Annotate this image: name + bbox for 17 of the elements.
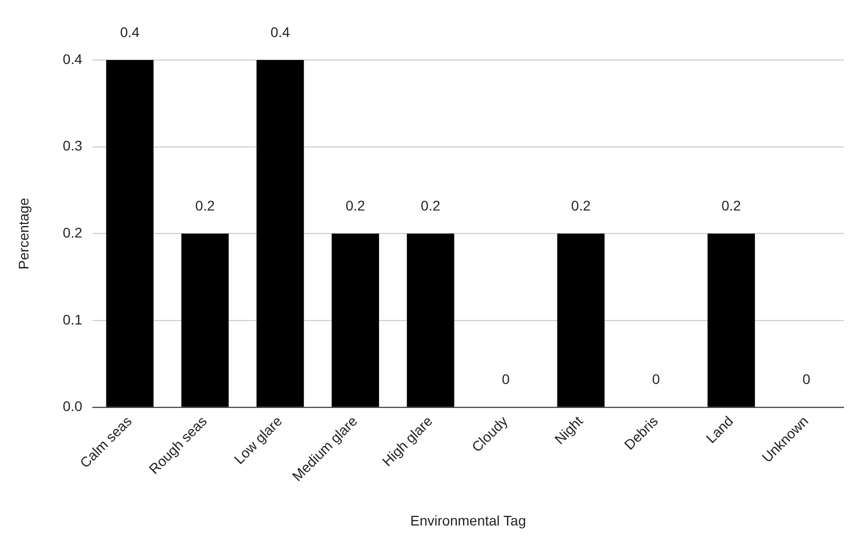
data-label: 0 xyxy=(652,371,660,388)
data-label: 0.2 xyxy=(722,198,742,214)
data-label: 0 xyxy=(502,371,510,388)
data-label: 0.2 xyxy=(346,198,366,214)
data-label: 0.4 xyxy=(270,24,290,40)
y-axis-title: Percentage xyxy=(15,198,32,270)
y-tick-label: 0.1 xyxy=(62,311,82,328)
y-tick-label: 0.2 xyxy=(62,224,82,241)
x-axis-title: Environmental Tag xyxy=(410,512,526,528)
data-label: 0 xyxy=(802,371,811,388)
data-label: 0.2 xyxy=(195,198,215,214)
data-label: 0.2 xyxy=(571,198,591,214)
y-tick-label: 0.3 xyxy=(62,138,82,154)
data-label: 0.4 xyxy=(120,24,140,40)
data-label: 0.2 xyxy=(420,198,440,214)
y-tick-label: 0.0 xyxy=(62,398,82,414)
y-tick-label: 0.4 xyxy=(62,50,82,67)
